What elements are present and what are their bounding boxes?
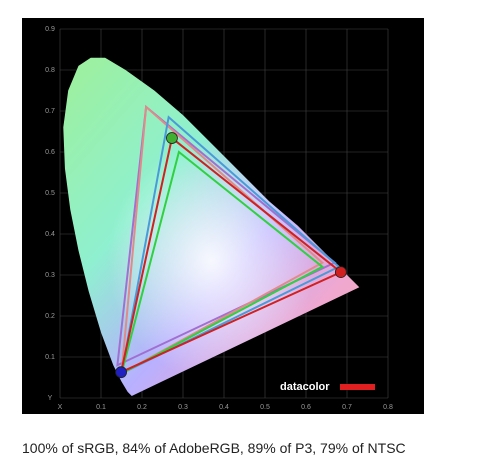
- gamut-triangle: [120, 104, 325, 376]
- y-tick-label: 0.6: [45, 149, 55, 156]
- gamut-triangle: [119, 136, 343, 374]
- logo-text: datacolor: [280, 381, 330, 393]
- y-tick-label: 0.1: [45, 354, 55, 361]
- gamut-triangle: [119, 150, 325, 376]
- y-tick-label: 0.5: [45, 190, 55, 197]
- y-tick-label: 0.3: [45, 272, 55, 279]
- primary-point: [115, 366, 127, 379]
- y-tick-label: 0.4: [45, 231, 55, 238]
- x-tick-label: 0.7: [342, 404, 352, 411]
- logo: datacolor: [280, 381, 375, 393]
- gamut-triangle: [120, 115, 341, 376]
- primary-point: [334, 266, 347, 279]
- x-tick-label: X: [58, 404, 63, 411]
- x-tick-label: 0.6: [301, 404, 311, 411]
- x-tick-label: 0.5: [260, 404, 270, 411]
- x-tick-label: 0.1: [96, 404, 106, 411]
- gamut-triangle: [116, 104, 337, 367]
- logo-bar: [340, 384, 375, 390]
- x-tick-label: 0.3: [178, 404, 188, 411]
- x-tick-label: 0.4: [219, 404, 229, 411]
- y-tick-label: Y: [48, 395, 53, 402]
- primary-point: [166, 132, 178, 144]
- y-tick-label: 0.7: [45, 108, 55, 115]
- chart: X 0.1 0.2 0.3 0.4 0.5 0.6 0.7 0.8 Y 0.1 0.2 0.3 0.4 0.…: [22, 18, 424, 414]
- y-tick-label: 0.2: [45, 313, 55, 320]
- x-tick-label: 0.2: [137, 404, 147, 411]
- y-tick-label: 0.8: [45, 67, 55, 74]
- x-tick-label: 0.8: [383, 404, 393, 411]
- y-tick-label: 0.9: [45, 26, 55, 33]
- caption: 100% of sRGB, 84% of AdobeRGB, 89% of P3…: [22, 440, 406, 456]
